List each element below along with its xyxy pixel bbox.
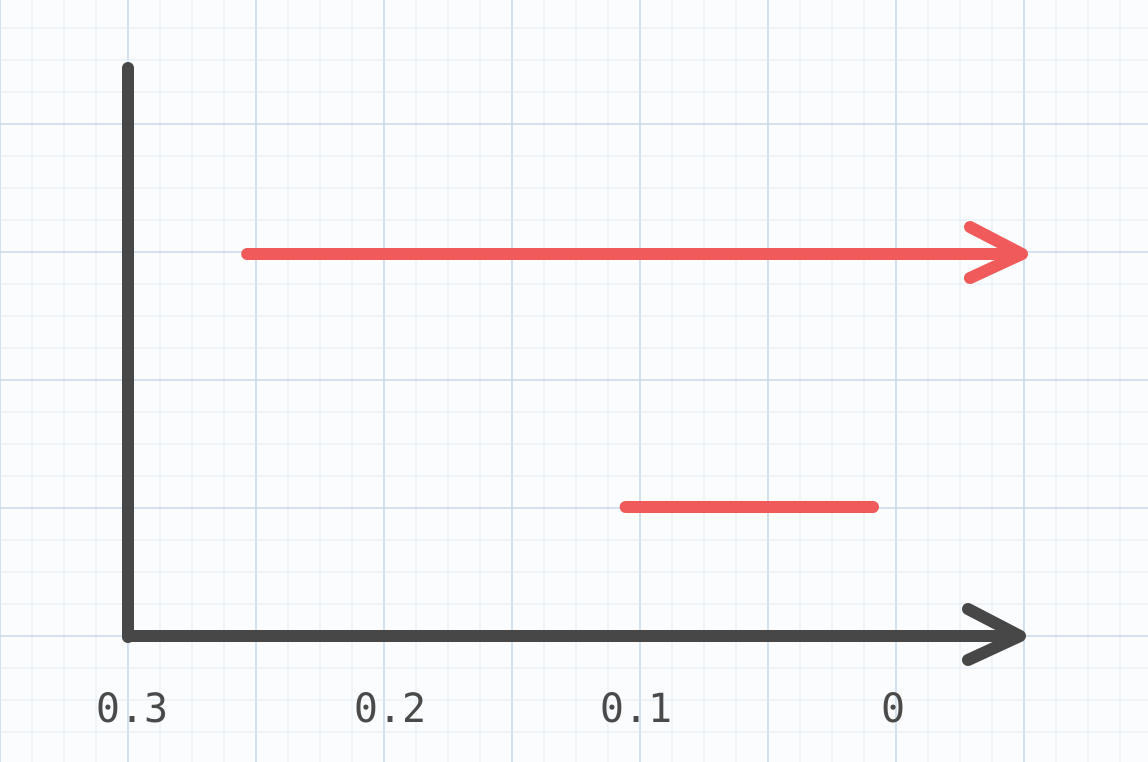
intervals	[241, 221, 1028, 513]
x-tick-label: 0.2	[354, 686, 426, 732]
x-axis-arrowhead	[962, 603, 1026, 666]
x-axis	[122, 603, 1026, 666]
x-tick-label: 0.1	[600, 686, 672, 732]
x-tick-labels: 0.3 0.2 0.1 0	[96, 686, 905, 732]
x-tick-label: 0.3	[96, 686, 168, 732]
interval-arrowhead-1	[964, 221, 1028, 284]
x-tick-label: 0	[881, 686, 905, 732]
